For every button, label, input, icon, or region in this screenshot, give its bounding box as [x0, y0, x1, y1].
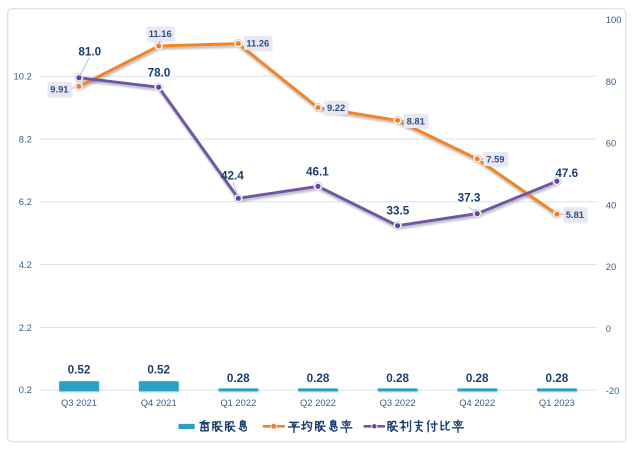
svg-text:Q4 2021: Q4 2021: [141, 397, 177, 408]
svg-text:2.2: 2.2: [19, 322, 32, 333]
svg-text:Q1 2023: Q1 2023: [539, 397, 575, 408]
svg-text:0.28: 0.28: [227, 372, 250, 385]
svg-text:20: 20: [606, 261, 616, 272]
svg-text:Q3 2022: Q3 2022: [380, 397, 416, 408]
svg-text:5.81: 5.81: [566, 209, 584, 220]
svg-text:0.28: 0.28: [546, 372, 569, 385]
svg-text:Q4 2022: Q4 2022: [459, 397, 495, 408]
svg-text:6.2: 6.2: [19, 196, 32, 207]
svg-text:11.26: 11.26: [246, 37, 269, 48]
svg-text:0.28: 0.28: [386, 372, 409, 385]
svg-text:4.2: 4.2: [19, 259, 32, 270]
svg-text:40: 40: [606, 199, 616, 210]
svg-text:0.2: 0.2: [19, 384, 32, 395]
svg-text:100: 100: [606, 14, 622, 25]
svg-text:Q1 2022: Q1 2022: [220, 397, 256, 408]
svg-text:8.2: 8.2: [19, 133, 32, 144]
svg-text:8.81: 8.81: [407, 116, 425, 127]
svg-text:0.52: 0.52: [147, 364, 170, 377]
svg-text:Q3 2021: Q3 2021: [61, 397, 97, 408]
svg-text:7.59: 7.59: [486, 154, 504, 165]
svg-text:80: 80: [606, 76, 616, 87]
svg-text:46.1: 46.1: [306, 165, 329, 178]
svg-text:0.28: 0.28: [466, 372, 489, 385]
svg-text:9.91: 9.91: [50, 84, 68, 95]
svg-text:0.28: 0.28: [307, 372, 330, 385]
svg-text:60: 60: [606, 138, 616, 149]
svg-text:10.2: 10.2: [14, 71, 32, 82]
svg-text:42.4: 42.4: [221, 170, 244, 183]
svg-text:47.6: 47.6: [555, 167, 578, 180]
svg-text:81.0: 81.0: [78, 46, 101, 59]
svg-text:37.3: 37.3: [458, 192, 481, 205]
svg-text:Q2 2022: Q2 2022: [300, 397, 336, 408]
svg-text:9.22: 9.22: [327, 102, 345, 113]
svg-text:0.52: 0.52: [68, 364, 91, 377]
svg-text:78.0: 78.0: [148, 67, 171, 80]
svg-text:0: 0: [606, 323, 611, 334]
svg-text:11.16: 11.16: [149, 28, 172, 39]
svg-text:-20: -20: [606, 385, 620, 396]
svg-text:33.5: 33.5: [387, 204, 410, 217]
